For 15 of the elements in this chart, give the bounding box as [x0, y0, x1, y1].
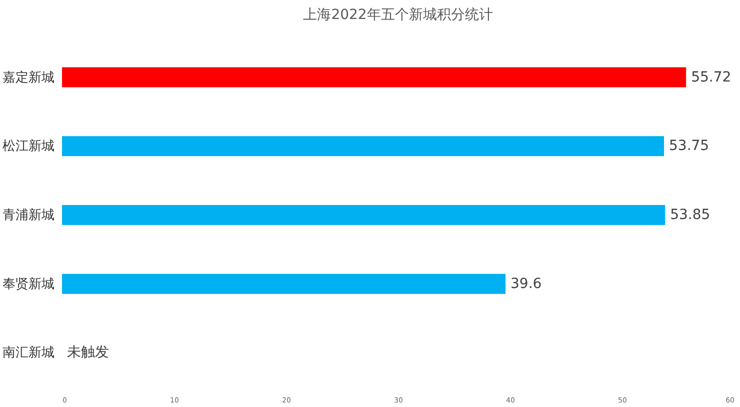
bar: [62, 67, 686, 88]
y-tick-label: 奉贤新城: [2, 276, 54, 292]
bar: [62, 274, 506, 294]
text: 未触发: [67, 344, 109, 361]
y-tick-label: 南汇新城: [2, 346, 54, 361]
data-label: 39.6: [510, 276, 542, 292]
y-tick-label: 松江新城: [2, 139, 54, 154]
bar: [62, 136, 664, 156]
data-label: 53.75: [669, 138, 710, 154]
chart-title: 上海2022年五个新城积分统计: [303, 7, 493, 23]
data-label: 53.85: [670, 207, 710, 223]
bar: [62, 205, 666, 225]
y-tick-label: 青浦新城: [2, 208, 54, 223]
y-tick-label: 嘉定新城: [2, 70, 54, 86]
data-label: 55.72: [691, 69, 732, 86]
